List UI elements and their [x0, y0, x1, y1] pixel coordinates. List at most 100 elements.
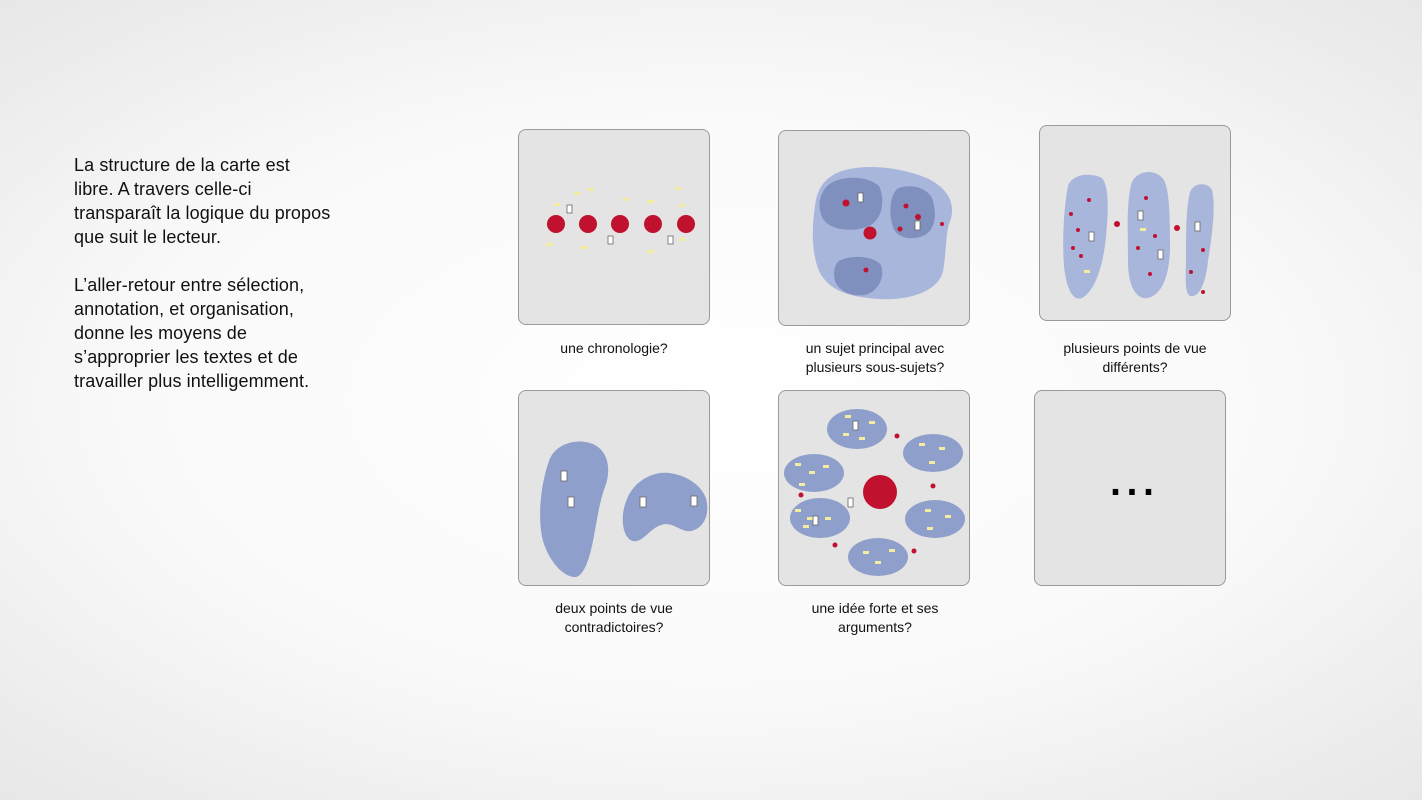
- event-dot: [611, 215, 629, 233]
- note-marker: [929, 461, 935, 464]
- argument-region: [905, 500, 965, 538]
- caption-line: contradictoires?: [564, 619, 664, 635]
- idea-dot: [1069, 212, 1073, 216]
- idea-dot: [1153, 234, 1157, 238]
- viewpoint-region: [1185, 184, 1214, 297]
- intro-line: travailler plus intelligemment.: [74, 371, 310, 391]
- tile-multiple-viewpoints: [1039, 125, 1231, 321]
- note-marker: [574, 192, 580, 195]
- subtopic-region: [890, 186, 935, 239]
- idea-dot: [1201, 248, 1205, 252]
- note-marker: [546, 243, 553, 246]
- intro-paragraph-1: La structure de la carte est libre. A tr…: [74, 153, 374, 249]
- argument-region: [848, 538, 908, 576]
- tile-strong-idea: [778, 390, 970, 586]
- idea-dot: [1201, 290, 1205, 294]
- document-marker: [914, 220, 921, 231]
- intro-line: libre. A travers celle-ci: [74, 179, 252, 199]
- note-marker: [875, 561, 881, 564]
- note-marker: [554, 203, 560, 206]
- event-dot: [677, 215, 695, 233]
- viewpoint-region: [1063, 174, 1108, 299]
- idea-dot: [1174, 225, 1180, 231]
- idea-dot: [1189, 270, 1193, 274]
- document-marker: [567, 496, 575, 508]
- document-marker: [812, 515, 819, 526]
- note-marker: [889, 549, 895, 552]
- viewpoint-region: [1127, 171, 1170, 299]
- note-marker: [845, 415, 851, 418]
- document-marker: [667, 235, 674, 245]
- tile-more: ...: [1034, 390, 1226, 586]
- multiple-viewpoints-illustration: [1063, 171, 1214, 299]
- event-dot: [579, 215, 597, 233]
- caption-line: différents?: [1102, 359, 1168, 375]
- note-marker: [588, 188, 594, 191]
- idea-dot: [1148, 272, 1152, 276]
- document-marker: [560, 470, 568, 482]
- note-marker: [843, 433, 849, 436]
- strong-idea-illustration: [784, 409, 965, 576]
- document-marker: [847, 497, 854, 508]
- subtopic-region: [834, 256, 883, 296]
- main-idea-dot: [863, 226, 877, 240]
- contradictory-viewpoints-illustration: [540, 441, 708, 577]
- argument-dot: [930, 483, 936, 489]
- idea-dot: [1136, 246, 1140, 250]
- idea-dot: [903, 203, 909, 209]
- intro-line: donne les moyens de: [74, 323, 248, 343]
- note-marker: [623, 198, 629, 201]
- note-marker: [825, 517, 831, 520]
- event-dot: [547, 215, 565, 233]
- caption-line: arguments?: [838, 619, 912, 635]
- document-marker: [1194, 221, 1201, 232]
- note-marker: [863, 551, 869, 554]
- argument-region: [903, 434, 963, 472]
- idea-dot: [1114, 221, 1120, 227]
- caption-line: deux points de vue: [555, 600, 673, 616]
- argument-region: [790, 498, 850, 538]
- document-marker: [1157, 249, 1164, 260]
- tile-caption: une chronologie?: [494, 339, 734, 358]
- idea-dot: [842, 199, 850, 207]
- note-marker: [581, 246, 588, 249]
- main-subject-illustration: [812, 167, 953, 300]
- note-marker: [869, 421, 875, 424]
- intro-line: annotation, et organisation,: [74, 299, 294, 319]
- note-marker: [823, 465, 829, 468]
- document-marker: [852, 420, 859, 431]
- chronology-illustration: [546, 187, 695, 253]
- idea-dot: [897, 226, 903, 232]
- tile-caption: plusieurs points de vue différents?: [1015, 339, 1255, 377]
- note-marker: [795, 463, 801, 466]
- idea-dot: [940, 222, 944, 226]
- tile-chronology: [518, 129, 710, 325]
- note-marker: [1084, 270, 1090, 273]
- intro-line: transparaît la logique du propos: [74, 203, 331, 223]
- note-marker: [919, 443, 925, 446]
- document-marker: [566, 204, 573, 214]
- document-marker: [639, 496, 647, 508]
- intro-text: La structure de la carte est libre. A tr…: [74, 153, 374, 417]
- caption-line: une idée forte et ses: [811, 600, 939, 616]
- note-marker: [799, 483, 805, 486]
- intro-line: L’aller-retour entre sélection,: [74, 275, 305, 295]
- viewpoint-region: [622, 472, 708, 542]
- document-marker: [1137, 210, 1144, 221]
- idea-dot: [1087, 198, 1091, 202]
- tile-caption: un sujet principal avec plusieurs sous-s…: [755, 339, 995, 377]
- note-marker: [927, 527, 933, 530]
- note-marker: [945, 515, 951, 518]
- argument-dot: [911, 548, 917, 554]
- note-marker: [675, 187, 681, 190]
- caption-line: plusieurs sous-sujets?: [805, 359, 945, 375]
- note-marker: [859, 437, 865, 440]
- note-marker: [939, 447, 945, 450]
- document-marker: [1088, 231, 1095, 242]
- intro-paragraph-2: L’aller-retour entre sélection, annotati…: [74, 273, 374, 393]
- central-idea-dot: [863, 475, 897, 509]
- caption-line: plusieurs points de vue: [1063, 340, 1207, 356]
- intro-line: La structure de la carte est: [74, 155, 290, 175]
- document-marker: [607, 235, 614, 245]
- document-marker: [690, 495, 698, 507]
